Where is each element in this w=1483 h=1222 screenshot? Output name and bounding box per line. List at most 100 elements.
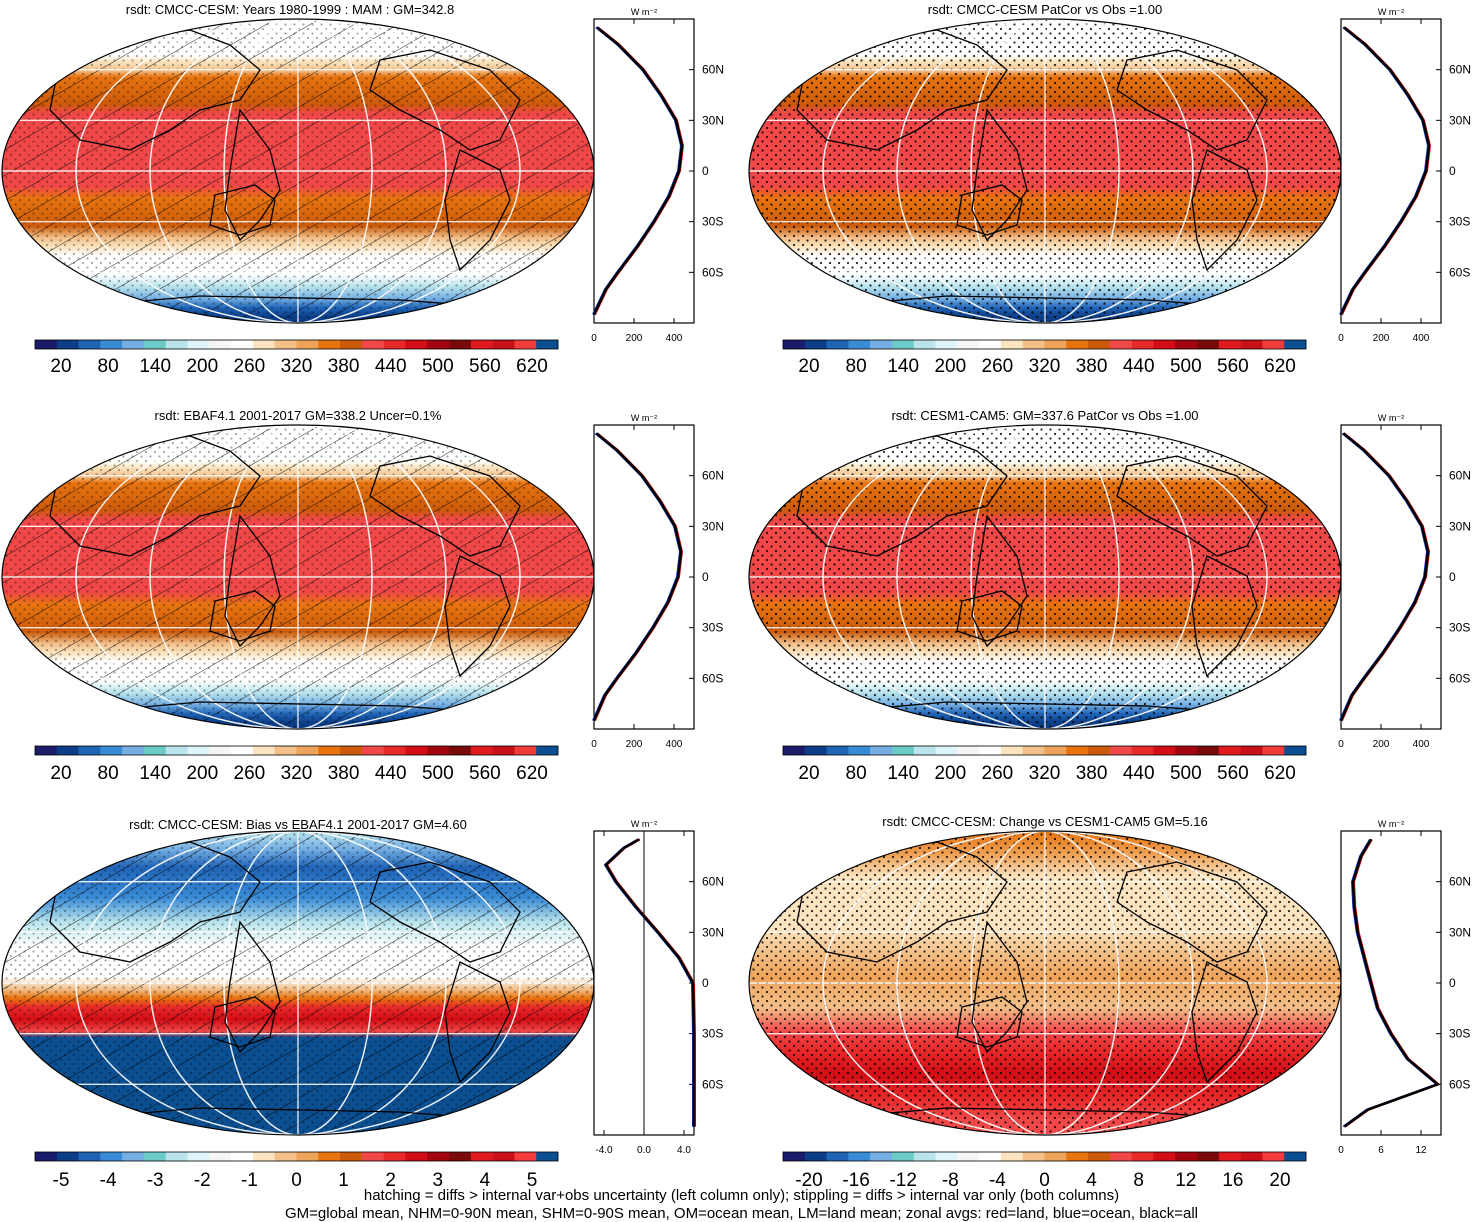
coastline <box>444 555 511 678</box>
zonal-xtick-label: 4.0 <box>677 1145 691 1156</box>
colorbar-swatch <box>361 746 384 755</box>
zonal-xtick-label: 6 <box>1378 1145 1384 1156</box>
zonal-all-line <box>1339 26 1431 316</box>
colorbar-swatch <box>1262 1152 1285 1161</box>
colorbar-swatch <box>405 746 428 755</box>
colorbar-swatch <box>1109 1152 1132 1161</box>
colorbar-swatch <box>1044 1152 1067 1161</box>
zonal-ytick-label: 60S <box>1449 1077 1470 1091</box>
colorbar-swatch <box>783 340 806 349</box>
colorbar-label: 380 <box>1076 356 1108 377</box>
colorbar-swatch <box>340 340 363 349</box>
colorbar-swatch <box>826 746 849 755</box>
colorbar-swatch <box>848 746 871 755</box>
colorbar-swatch <box>165 1152 188 1161</box>
colorbar: 20 80 140 200 260 320 380 440 500 560 620 <box>782 339 1307 377</box>
colorbar-swatch <box>1088 1152 1111 1161</box>
zonal-ytick-label: 30N <box>702 519 724 533</box>
colorbar-swatch <box>187 340 210 349</box>
zonal-ytick-label: 0 <box>702 164 709 178</box>
zonal-ytick-label: 0 <box>1449 570 1456 584</box>
graticule <box>749 19 1341 323</box>
colorbar-swatch <box>826 340 849 349</box>
colorbar-label: 20 <box>798 356 819 377</box>
colorbar-swatch <box>1000 340 1024 349</box>
longitude-line <box>149 425 447 729</box>
coastline <box>1191 961 1258 1084</box>
colorbar-swatch <box>78 1152 101 1161</box>
colorbar-swatch <box>1197 1152 1220 1161</box>
colorbar-swatch <box>143 1152 167 1161</box>
colorbar-swatch <box>1197 340 1220 349</box>
longitude-line <box>75 19 521 323</box>
colorbar-label: 560 <box>1217 763 1249 784</box>
zonal-ytick-label: 60S <box>1449 265 1470 279</box>
colorbar-swatch <box>405 1152 428 1161</box>
colorbar-swatch <box>913 1152 936 1161</box>
colorbar-label: 320 <box>1029 763 1061 784</box>
colorbar-swatch <box>35 1152 58 1161</box>
colorbar-swatch <box>122 1152 145 1161</box>
colorbar-label: 620 <box>1264 356 1296 377</box>
colorbar-swatch <box>100 746 123 755</box>
colorbar-swatch <box>1284 746 1307 755</box>
colorbar-swatch <box>122 340 145 349</box>
colorbar-swatch <box>826 1152 849 1161</box>
zonal-profile: W m⁻² 60N 30N 0 30S 60S 0 200 400 <box>591 7 724 344</box>
zonal-ytick-label: 30N <box>702 113 724 127</box>
zonal-all-line <box>1343 838 1441 1128</box>
colorbar-label: 12 <box>1175 1170 1196 1191</box>
colorbar-swatch <box>470 1152 493 1161</box>
coastline <box>971 108 1028 242</box>
longitude-line <box>223 19 373 323</box>
zonal-all-line <box>592 432 683 722</box>
panel-obs: rsdt: EBAF4.1 2001-2017 GM=338.2 Uncer=0… <box>1 408 724 784</box>
colorbar-swatch <box>492 340 515 349</box>
coastline <box>1116 861 1268 963</box>
colorbar-swatch <box>492 746 515 755</box>
panel-patcor-model: rsdt: CMCC-CESM PatCor vs Obs =1.00 W m⁻… <box>748 2 1471 377</box>
colorbar-label: 200 <box>186 356 218 377</box>
zonal-ytick-label: 60N <box>702 469 724 483</box>
coastline <box>209 996 276 1048</box>
longitude-line <box>822 831 1268 1135</box>
graticule <box>749 425 1341 729</box>
colorbar-swatch <box>1197 746 1220 755</box>
colorbar-swatch <box>100 1152 123 1161</box>
colorbar-swatch <box>427 746 450 755</box>
colorbar-label: 260 <box>982 763 1014 784</box>
panel-change: rsdt: CMCC-CESM: Change vs CESM1-CAM5 GM… <box>748 814 1471 1191</box>
zonal-ytick-label: 60S <box>1449 671 1470 685</box>
colorbar-label: -4 <box>989 1170 1006 1191</box>
colorbar-swatch <box>35 746 58 755</box>
colorbar-swatch <box>536 340 559 349</box>
colorbar-swatch <box>1262 340 1285 349</box>
colorbar-swatch <box>1175 340 1198 349</box>
colorbar-swatch <box>891 340 915 349</box>
colorbar-label: -1 <box>241 1170 258 1191</box>
colorbar-swatch <box>1153 1152 1176 1161</box>
colorbar-swatch <box>1044 340 1067 349</box>
colorbar-swatch <box>1131 1152 1154 1161</box>
colorbar-label: 1 <box>338 1170 349 1191</box>
colorbar-swatch <box>449 746 472 755</box>
colorbar-swatch <box>56 746 79 755</box>
panel-other-model: rsdt: CESM1-CAM5: GM=337.6 PatCor vs Obs… <box>748 408 1471 784</box>
zonal-ytick-label: 30N <box>702 925 724 939</box>
coastline <box>209 590 276 642</box>
graticule <box>749 831 1341 1135</box>
colorbar-swatch <box>514 746 537 755</box>
colorbar-label: 0 <box>1039 1170 1050 1191</box>
zonal-ytick-label: 30S <box>1449 1027 1470 1041</box>
colorbar-label: 560 <box>1217 356 1249 377</box>
zonal-xtick-label: 0 <box>1338 739 1344 750</box>
colorbar-label: 500 <box>422 763 454 784</box>
colorbar-swatch <box>957 1152 980 1161</box>
colorbar: 20 80 140 200 260 320 380 440 500 560 620 <box>34 339 559 377</box>
longitude-line <box>896 831 1194 1135</box>
colorbar-swatch <box>1066 340 1089 349</box>
colorbar-label: 500 <box>1170 356 1202 377</box>
colorbar-swatch <box>870 1152 893 1161</box>
colorbar-label: 2 <box>385 1170 396 1191</box>
colorbar-swatch <box>252 746 276 755</box>
